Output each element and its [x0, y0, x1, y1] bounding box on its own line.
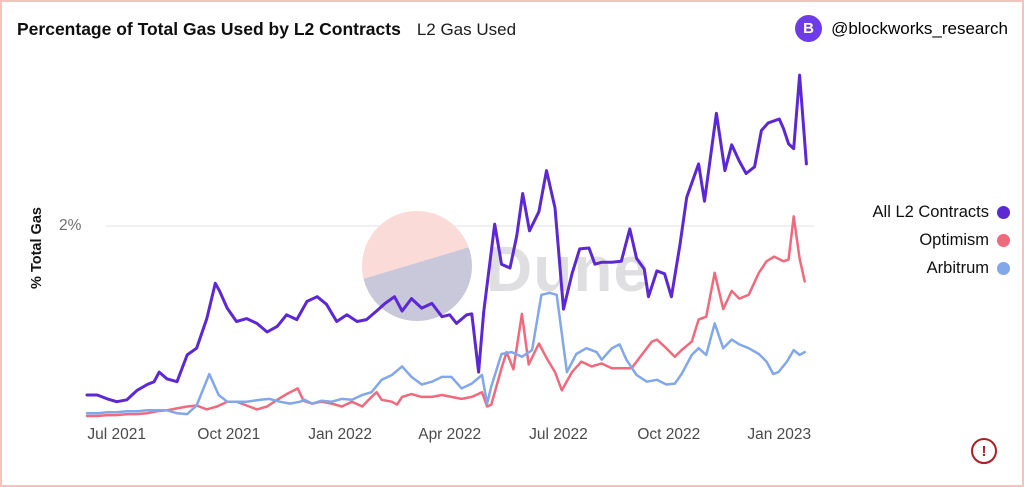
x-axis: Jul 2021 Oct 2021 Jan 2022 Apr 2022 Jul 2022… [2, 426, 1022, 450]
line-optimism [85, 215, 806, 418]
x-tick-label: Jan 2022 [308, 426, 372, 443]
legend-item-arbitrum[interactable]: Arbitrum [927, 259, 1010, 278]
attribution-handle: @blockworks_research [831, 18, 1008, 38]
chart-subtitle: L2 Gas Used [416, 20, 517, 39]
x-tick-label: Jul 2021 [87, 426, 147, 443]
attribution-link[interactable]: B @blockworks_research [795, 15, 1008, 42]
legend: All L2 Contracts Optimism Arbitrum [873, 203, 1010, 278]
chart-header: Percentage of Total Gas Used by L2 Contr… [17, 19, 516, 40]
watermark-circle [362, 211, 472, 321]
x-tick-label: Jul 2022 [529, 426, 588, 443]
blockworks-avatar-icon: B [795, 15, 823, 42]
legend-label: Arbitrum [926, 259, 989, 277]
line-all-l2-contracts [85, 73, 808, 404]
x-tick-label: Apr 2022 [418, 426, 482, 443]
legend-dot [997, 234, 1010, 247]
line-arbitrum [85, 291, 806, 416]
x-tick-label: Jan 2023 [747, 426, 812, 443]
chart-title: Percentage of Total Gas Used by L2 Contr… [17, 19, 401, 39]
x-tick-label: Oct 2021 [197, 426, 261, 443]
legend-dot [997, 262, 1010, 275]
error-icon-glyph: ! [981, 442, 987, 460]
legend-item-all-l2-contracts[interactable]: All L2 Contracts [873, 203, 1010, 222]
avatar-letter: B [803, 20, 814, 37]
legend-dot [997, 206, 1010, 219]
y-tick-label-2pct: 2% [59, 217, 82, 234]
legend-label: Optimism [919, 231, 989, 249]
error-icon[interactable]: ! [971, 438, 997, 464]
legend-label: All L2 Contracts [872, 203, 989, 221]
x-tick-label: Oct 2022 [637, 426, 701, 443]
legend-item-optimism[interactable]: Optimism [919, 231, 1010, 250]
